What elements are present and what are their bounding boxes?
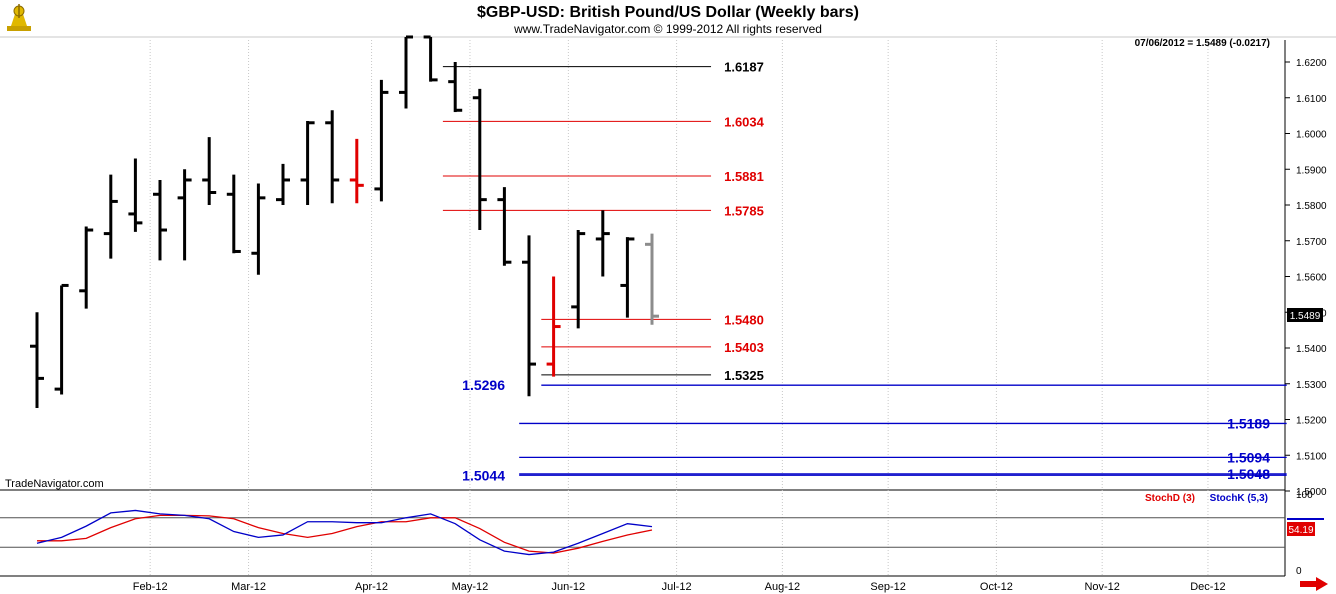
ohlc-bar [374, 79, 389, 202]
x-tick-label: Oct-12 [980, 581, 1013, 593]
x-tick-label: Jun-12 [552, 581, 586, 593]
level-label: 1.5189 [1227, 415, 1270, 431]
y-tick-label: 1.5200 [1296, 416, 1327, 427]
price-axis: 1.6200 1.6100 1.6000 1.5900 1.5800 1.5700 1.56… [1285, 58, 1327, 498]
level-label: 1.5480 [724, 312, 764, 327]
x-tick-label: Sep-12 [870, 581, 905, 593]
ohlc-bar [79, 226, 94, 309]
y-tick-label: 1.6000 [1296, 130, 1327, 141]
current-price-label: 1.5489 [1290, 311, 1321, 322]
copyright-text: www.TradeNavigator.com © 1999-2012 All r… [513, 22, 822, 36]
level-label: 1.5044 [462, 467, 505, 483]
y-tick-label: 1.5300 [1296, 380, 1327, 391]
ohlc-bar [325, 110, 340, 204]
level-label: 1.5785 [724, 203, 764, 218]
level-label: 1.5881 [724, 169, 764, 184]
x-tick-label: Jul-12 [662, 581, 692, 593]
stoch-value-label: 54.19 [1288, 525, 1313, 536]
fibonacci-levels: 1.6187 1.6034 1.5881 1.5785 1.5480 1.5403 1.53… [442, 60, 1287, 483]
x-tick-label: Mar-12 [231, 581, 266, 593]
trade-navigator-logo-icon [7, 4, 31, 31]
ohlc-bar [103, 174, 118, 259]
ohlc-bar [595, 210, 610, 277]
ohlc-bar [620, 237, 635, 318]
ohlc-bar [276, 163, 290, 205]
y-tick-label: 1.5100 [1296, 451, 1327, 462]
ohlc-bar [399, 35, 413, 109]
ohlc-bar [177, 169, 192, 261]
level-label: 1.5325 [724, 368, 764, 383]
level-label: 1.5403 [724, 340, 764, 355]
y-tick-label: 1.5900 [1296, 165, 1327, 176]
ohlc-bar [546, 276, 561, 377]
x-tick-label: Feb-12 [133, 581, 168, 593]
ohlc-bar [30, 312, 44, 409]
ohlc-bar [54, 283, 69, 395]
chart-title: $GBP-USD: British Pound/US Dollar (Weekl… [477, 4, 859, 21]
x-tick-label: Aug-12 [765, 581, 800, 593]
level-label: 1.6034 [724, 114, 765, 129]
ohlc-bar [128, 158, 143, 232]
x-tick-label: May-12 [452, 581, 489, 593]
y-tick-label: 1.5800 [1296, 201, 1327, 212]
quote-readout: 07/06/2012 = 1.5489 (-0.0217) [1135, 38, 1270, 49]
ohlc-bar [349, 138, 364, 204]
current-price-box [1287, 308, 1323, 322]
stoch-d-legend: StochD (3) [1145, 493, 1195, 504]
x-tick-label: Nov-12 [1084, 581, 1119, 593]
ohlc-bar [251, 183, 266, 275]
watermark: TradeNavigator.com [5, 478, 104, 490]
ohlc-bar [153, 179, 167, 261]
stoch-k-legend: StochK (5,3) [1210, 493, 1268, 504]
y-tick-label: 1.6100 [1296, 94, 1327, 105]
ohlc-bar [472, 88, 487, 231]
ohlc-bar [497, 187, 512, 266]
ohlc-bar [300, 120, 315, 205]
ohlc-bar [202, 137, 217, 205]
stoch-series-line [36, 509, 653, 556]
scroll-right-arrow-icon[interactable] [1300, 577, 1328, 591]
ohlc-bar [645, 233, 659, 325]
y-tick-label: 1.5400 [1296, 344, 1327, 355]
stoch-y-tick-label: 0 [1296, 566, 1302, 577]
x-tick-label: Dec-12 [1190, 581, 1225, 593]
stoch-y-tick-label: 100 [1296, 490, 1313, 501]
ohlc-bar [571, 230, 586, 329]
stoch-value-box [1287, 522, 1315, 536]
y-tick-label: 1.5600 [1296, 273, 1327, 284]
time-axis-labels: Feb-12 Mar-12 Apr-12 May-12 Jun-12 Jul-12 Aug-… [133, 581, 1226, 593]
y-tick-label: 1.5000 [1296, 487, 1327, 498]
ohlc-bar [423, 35, 438, 82]
level-label: 1.5094 [1227, 449, 1270, 465]
ohlc-bar [226, 174, 241, 254]
price-bars [30, 35, 659, 409]
vertical-gridlines [149, 40, 1209, 576]
level-label: 1.5048 [1227, 466, 1270, 482]
ohlc-bar [522, 235, 536, 397]
y-tick-label: 1.6200 [1296, 58, 1327, 69]
ohlc-bar [448, 62, 463, 113]
level-label: 1.5296 [462, 377, 505, 393]
y-tick-label: 1.5700 [1296, 237, 1327, 248]
x-tick-label: Apr-12 [355, 581, 388, 593]
level-label: 1.6187 [724, 60, 764, 75]
stochastic-panel: 100 0 [0, 490, 1324, 577]
